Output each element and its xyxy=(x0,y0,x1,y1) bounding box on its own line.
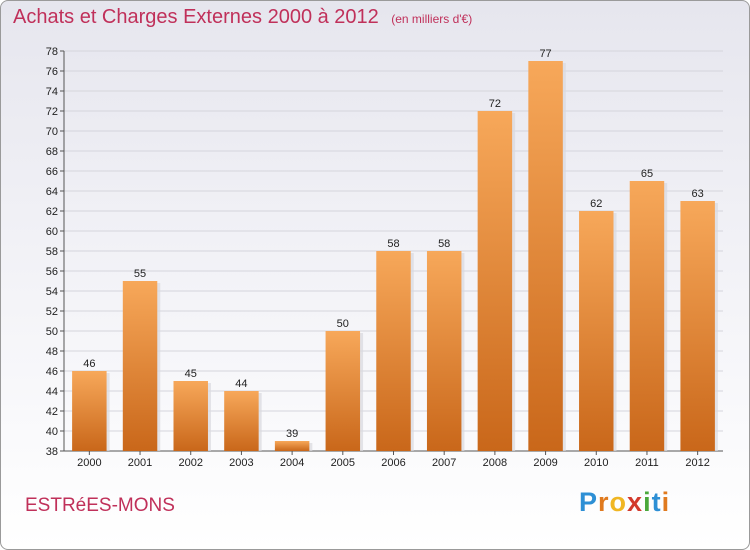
x-tick-label: 2009 xyxy=(533,457,557,469)
y-tick-label: 64 xyxy=(46,186,58,198)
y-tick-label: 54 xyxy=(46,286,58,298)
bar xyxy=(376,251,411,451)
bar xyxy=(477,111,513,451)
bar xyxy=(122,281,158,451)
brand-letter: x xyxy=(627,487,644,517)
y-tick-label: 48 xyxy=(46,346,58,358)
data-label: 50 xyxy=(337,318,349,330)
brand-letter: P xyxy=(579,487,599,517)
y-tick-label: 50 xyxy=(46,326,58,338)
y-tick-label: 46 xyxy=(46,366,58,378)
brand-letter: i xyxy=(661,487,671,517)
y-tick-label: 78 xyxy=(46,46,58,58)
y-tick-label: 42 xyxy=(46,406,58,418)
y-tick-label: 56 xyxy=(46,266,58,278)
bar xyxy=(426,251,462,451)
brand-letter: o xyxy=(609,487,628,517)
y-tick-label: 44 xyxy=(46,386,58,398)
data-label: 77 xyxy=(539,48,551,60)
y-tick-label: 38 xyxy=(46,446,58,458)
data-label: 72 xyxy=(489,98,501,110)
x-tick-label: 2004 xyxy=(280,457,304,469)
unit-note: (en milliers d'€) xyxy=(391,12,473,26)
x-tick-label: 2000 xyxy=(77,457,101,469)
x-tick-label: 2012 xyxy=(685,457,709,469)
x-tick-label: 2006 xyxy=(381,457,405,469)
chart-title-block: Achats et Charges Externes 2000 à 2012 (… xyxy=(13,6,472,29)
y-tick-label: 68 xyxy=(46,146,58,158)
y-tick-label: 74 xyxy=(46,86,58,98)
place-name: ESTRéES-MONS xyxy=(25,495,175,516)
data-label: 63 xyxy=(692,188,704,200)
data-label: 55 xyxy=(134,268,146,280)
data-label: 39 xyxy=(286,428,298,440)
bar xyxy=(274,441,310,451)
x-tick-label: 2003 xyxy=(229,457,253,469)
bar xyxy=(325,331,361,451)
bar xyxy=(680,201,715,451)
bar xyxy=(579,211,614,451)
bar xyxy=(72,371,107,451)
y-tick-label: 52 xyxy=(46,306,58,318)
x-tick-label: 2007 xyxy=(432,457,456,469)
y-tick-label: 70 xyxy=(46,126,58,138)
data-label: 44 xyxy=(235,378,247,390)
data-label: 62 xyxy=(590,198,602,210)
x-tick-label: 2002 xyxy=(178,457,202,469)
data-label: 46 xyxy=(83,358,95,370)
y-tick-label: 58 xyxy=(46,246,58,258)
chart-title: Achats et Charges Externes 2000 à 2012 xyxy=(13,6,379,28)
data-label: 45 xyxy=(185,368,197,380)
brand-letter: r xyxy=(598,487,610,517)
y-tick-label: 76 xyxy=(46,66,58,78)
bar xyxy=(629,181,665,451)
x-tick-label: 2005 xyxy=(331,457,355,469)
x-tick-label: 2001 xyxy=(128,457,152,469)
bar xyxy=(173,381,208,451)
y-tick-label: 40 xyxy=(46,426,58,438)
brand-letter: i xyxy=(643,487,652,517)
y-tick-label: 60 xyxy=(46,226,58,238)
x-tick-label: 2010 xyxy=(584,457,608,469)
y-tick-label: 62 xyxy=(46,206,58,218)
y-tick-label: 66 xyxy=(46,166,58,178)
x-tick-label: 2011 xyxy=(635,457,659,469)
brand-letter: t xyxy=(651,487,662,517)
data-label: 65 xyxy=(641,168,653,180)
brand-logo: Proxiti xyxy=(579,487,670,518)
bar xyxy=(224,391,259,451)
y-tick-label: 72 xyxy=(46,106,58,118)
bar xyxy=(528,61,563,451)
data-label: 58 xyxy=(387,238,399,250)
data-label: 58 xyxy=(438,238,450,250)
x-tick-label: 2008 xyxy=(483,457,507,469)
